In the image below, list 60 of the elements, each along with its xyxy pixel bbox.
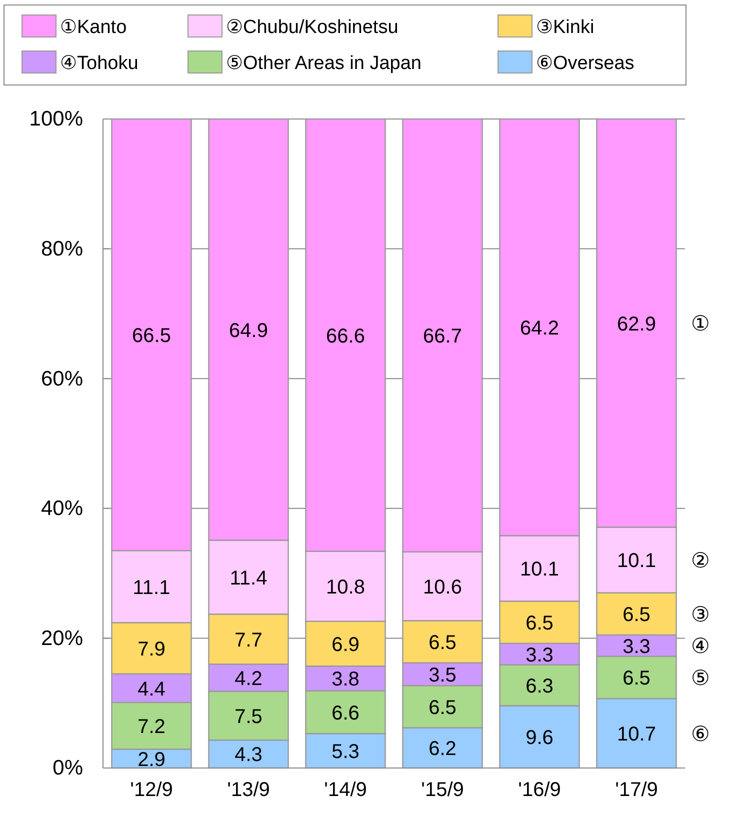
data-label: 10.1 [617, 550, 656, 572]
y-tick-label: 60% [40, 367, 83, 390]
x-tick-label: '12/9 [130, 779, 173, 802]
data-label: 3.5 [428, 664, 456, 686]
data-label: 6.5 [526, 612, 554, 634]
legend-label: ④Tohoku [60, 52, 138, 74]
data-label: 62.9 [617, 313, 656, 336]
data-label: 9.6 [526, 727, 554, 750]
data-label: 7.9 [138, 638, 166, 660]
data-label: 6.5 [622, 668, 650, 690]
data-label: 64.2 [520, 318, 559, 340]
legend-label: ⑤Other Areas in Japan [226, 52, 422, 74]
legend-label: ②Chubu/Koshinetsu [226, 16, 398, 38]
x-tick-label: '16/9 [518, 779, 561, 802]
y-tick-label: 20% [40, 626, 83, 650]
x-tick-label: '17/9 [615, 779, 658, 802]
data-label: 6.2 [428, 738, 456, 760]
data-label: 6.5 [428, 632, 456, 654]
data-label: 10.1 [520, 558, 559, 581]
data-label: 3.8 [332, 668, 360, 691]
data-label: 10.8 [326, 576, 365, 598]
data-label: 4.3 [234, 744, 262, 766]
text: ④ [690, 635, 710, 658]
data-label: 10.7 [617, 723, 656, 746]
data-label: 3.3 [622, 636, 650, 658]
data-label: 4.4 [138, 678, 166, 700]
y-tick-label: 40% [40, 497, 83, 520]
text: ③ [690, 603, 710, 626]
y-tick-label: 100% [29, 108, 83, 131]
y-tick-label: 80% [40, 238, 83, 261]
data-label: 11.4 [230, 567, 268, 590]
data-label: 7.7 [234, 629, 262, 652]
legend-label: ③Kinki [536, 16, 594, 38]
data-label: 7.5 [234, 706, 262, 728]
data-label: 10.6 [423, 576, 462, 598]
legend-label: ①Kanto [60, 16, 127, 38]
text: ② [690, 550, 710, 573]
text: ⑥ [690, 722, 710, 746]
data-label: 6.5 [622, 604, 650, 626]
data-label: 4.2 [234, 668, 262, 690]
data-label: 2.9 [138, 748, 166, 771]
data-label: 5.3 [332, 741, 360, 763]
data-label: 66.7 [423, 326, 462, 348]
data-label: 6.6 [332, 702, 360, 724]
data-label: 6.9 [332, 634, 360, 656]
y-tick-label: 0% [52, 756, 83, 780]
data-label: 64.9 [229, 320, 268, 342]
legend-label: ⑥Overseas [536, 52, 634, 74]
data-label: 7.2 [138, 716, 166, 738]
x-tick-label: '13/9 [227, 779, 270, 802]
data-label: 6.3 [526, 675, 554, 698]
x-tick-label: '14/9 [324, 779, 367, 802]
text: ① [690, 312, 710, 336]
x-tick-label: '15/9 [421, 779, 464, 802]
text: ⑤ [690, 667, 710, 690]
data-label: 66.6 [326, 325, 365, 348]
data-label: 66.5 [132, 324, 171, 347]
data-label: 6.5 [428, 696, 456, 719]
data-label: 3.3 [526, 644, 554, 666]
data-label: 11.1 [132, 576, 170, 599]
